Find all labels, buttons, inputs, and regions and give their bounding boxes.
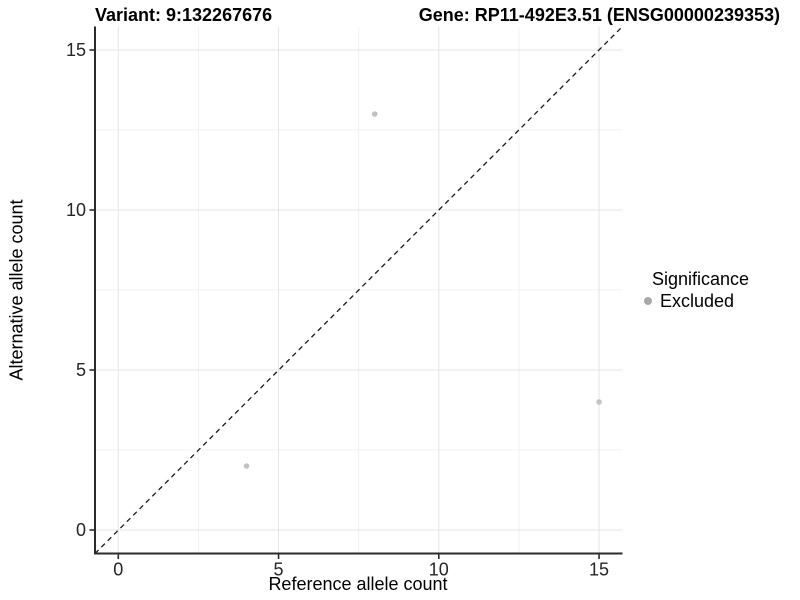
x-tick-label: 5	[274, 560, 284, 580]
gene-title: Gene: RP11-492E3.51 (ENSG00000239353)	[418, 5, 780, 25]
variant-title: Variant: 9:132267676	[95, 5, 273, 25]
legend-item: Excluded	[640, 291, 749, 311]
x-tick-label: 0	[113, 560, 123, 580]
data-point	[243, 463, 250, 469]
legend-point-icon	[644, 297, 652, 305]
legend-title: Significance	[652, 269, 750, 289]
legend-items: Excluded	[640, 291, 749, 311]
x-axis-label: Reference allele count	[268, 574, 448, 594]
x-tick-label: 10	[429, 560, 449, 580]
y-tick-label: 10	[66, 200, 86, 220]
legend-item-label: Excluded	[660, 290, 735, 311]
identity-line	[94, 26, 623, 554]
y-tick-label: 5	[76, 360, 86, 380]
y-tick-label: 0	[76, 520, 86, 540]
data-point	[371, 111, 378, 117]
y-tick-label: 15	[66, 40, 86, 60]
x-tick-label: 15	[589, 560, 609, 580]
y-axis-label: Alternative allele count	[6, 199, 27, 381]
data-point	[596, 399, 602, 405]
legend-key	[640, 297, 656, 305]
legend: Significance Excluded	[640, 269, 749, 311]
